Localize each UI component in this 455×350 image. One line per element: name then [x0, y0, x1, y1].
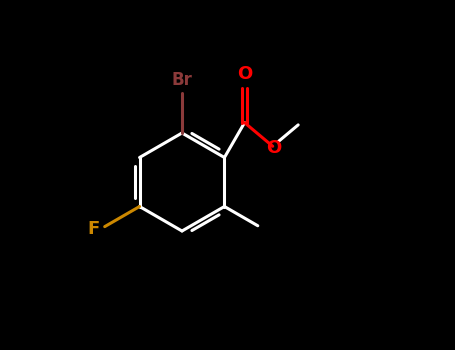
Text: O: O — [237, 65, 252, 83]
Text: Br: Br — [172, 71, 192, 89]
Text: O: O — [266, 139, 281, 157]
Text: F: F — [87, 220, 100, 238]
